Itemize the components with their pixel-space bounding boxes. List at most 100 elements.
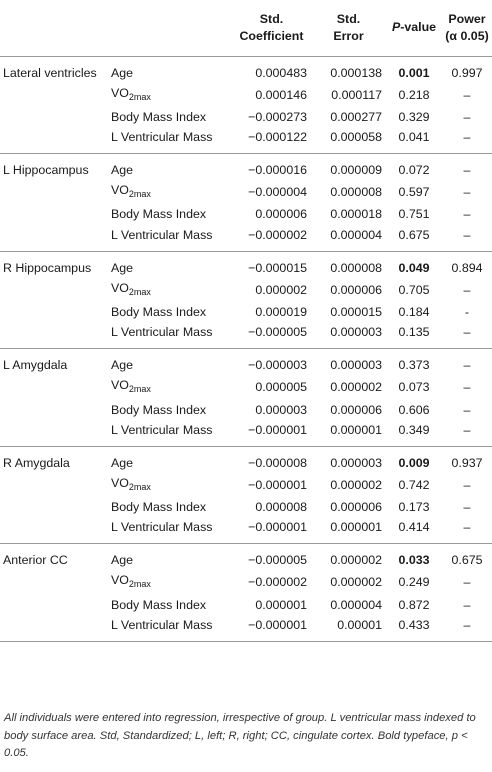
std-error-cell: 0.00001 <box>311 615 386 643</box>
table-row: L Ventricular Mass −0.000122 0.000058 0.041… <box>0 127 492 154</box>
p-value-cell: 0.173 <box>398 500 430 515</box>
power-cell: – <box>463 597 471 612</box>
std-coefficient-cell: −0.000002 <box>248 227 307 242</box>
p-value-cell: 0.433 <box>386 615 442 643</box>
table-row: Body Mass Index 0.000003 0.000006 0.606 – <box>0 399 492 420</box>
table-row: VO2max 0.000005 0.000002 0.073 – <box>0 375 492 399</box>
p-value-cell: 0.705 <box>398 282 430 297</box>
region-name <box>0 375 108 399</box>
variable-name: Body Mass Index <box>111 597 207 612</box>
power-cell: – <box>442 615 492 643</box>
variable-name: Age <box>108 445 232 473</box>
regression-table: Std. Coefficient Std. Error P-value Powe… <box>0 0 492 643</box>
std-error-cell: 0.000277 <box>330 109 382 124</box>
std-coefficient-cell: −0.000122 <box>248 130 307 145</box>
variable-name: L Ventricular Mass <box>111 422 213 437</box>
std-error-cell: 0.000002 <box>330 575 382 590</box>
std-coefficient-cell: −0.000008 <box>232 445 311 473</box>
std-coefficient-cell: 0.000019 <box>255 304 307 319</box>
table-row: VO2max −0.000002 0.000002 0.249 – <box>0 570 492 594</box>
std-coefficient-cell: −0.000002 <box>248 575 307 590</box>
std-coefficient-cell: −0.000016 <box>232 153 311 181</box>
std-error-cell: 0.000138 <box>330 65 382 80</box>
power-cell: 0.894 <box>442 250 492 278</box>
p-value-cell: 0.072 <box>386 153 442 181</box>
region-name: Anterior CC <box>0 543 108 571</box>
p-value-cell: 0.073 <box>398 380 430 395</box>
std-coefficient-cell: −0.000005 <box>248 325 307 340</box>
power-cell: – <box>442 348 492 376</box>
power-cell: – <box>463 325 471 340</box>
region-name: R Hippocampus <box>0 250 108 278</box>
table-row: L Ventricular Mass −0.000001 0.000001 0.349… <box>0 420 492 447</box>
std-coefficient-cell: 0.000146 <box>255 87 307 102</box>
table-header: Std. Coefficient Std. Error P-value Powe… <box>0 0 492 56</box>
power-cell: – <box>463 185 471 200</box>
p-value-cell: 0.373 <box>386 348 442 376</box>
power-cell: – <box>463 130 471 145</box>
vo2-subscript: 2max <box>128 384 151 395</box>
table-row: Anterior CC Age −0.000005 0.000002 0.033 0.67… <box>0 543 492 571</box>
std-error-cell: 0.000004 <box>330 227 382 242</box>
std-error-cell: 0.000001 <box>330 520 382 535</box>
table-row: L Ventricular Mass −0.000001 0.00001 0.433– <box>0 615 492 643</box>
std-error-cell: 0.000003 <box>311 445 386 473</box>
power-cell: – <box>463 109 471 124</box>
variable-name: VO2max <box>108 278 232 302</box>
variable-name: VO2max <box>108 83 232 107</box>
p-value-cell: 0.872 <box>398 597 430 612</box>
vo2-main: VO <box>111 85 129 100</box>
variable-name: L Ventricular Mass <box>111 130 213 145</box>
power-cell: – <box>463 380 471 395</box>
variable-name: Body Mass Index <box>111 500 207 515</box>
vo2-subscript: 2max <box>128 91 151 102</box>
table-row: Body Mass Index 0.000008 0.000006 0.173 – <box>0 497 492 518</box>
region-name: R Amygdala <box>0 445 108 473</box>
std-error-cell: 0.000006 <box>330 500 382 515</box>
header-variable <box>108 0 232 56</box>
std-coefficient-cell: 0.000483 <box>255 65 307 80</box>
table-row: L Ventricular Mass −0.000005 0.000003 0.135… <box>0 322 492 349</box>
header-std-coefficient-line1: Std. <box>259 11 284 26</box>
std-coefficient-cell: −0.000273 <box>248 109 307 124</box>
table-row: L Amygdala Age −0.000003 0.000003 0.373– <box>0 348 492 376</box>
std-coefficient-cell: −0.000001 <box>248 422 307 437</box>
header-std-error: Std. Error <box>311 0 386 56</box>
std-error-cell: 0.000004 <box>330 597 382 612</box>
p-value-cell: 0.349 <box>398 422 430 437</box>
variable-name: L Ventricular Mass <box>111 227 213 242</box>
region-name <box>0 615 108 643</box>
region-name <box>0 517 108 544</box>
header-power-line1: Power <box>448 11 486 26</box>
power-cell: - <box>464 304 470 319</box>
variable-name: Age <box>108 543 232 571</box>
variable-name: VO2max <box>108 180 232 204</box>
variable-name: Body Mass Index <box>111 109 207 124</box>
power-cell: – <box>463 87 471 102</box>
header-std-coefficient-line2: Coefficient <box>239 28 304 43</box>
power-cell: – <box>463 207 471 222</box>
variable-name: Body Mass Index <box>111 402 207 417</box>
table-row: Body Mass Index 0.000019 0.000015 0.184 - <box>0 302 492 323</box>
p-value-cell: 0.001 <box>398 65 430 80</box>
header-power: Power (α 0.05) <box>442 0 492 56</box>
header-row: Std. Coefficient Std. Error P-value Powe… <box>0 0 492 56</box>
std-coefficient-cell: −0.000005 <box>232 543 311 571</box>
region-name <box>0 302 108 323</box>
header-p-italic: P <box>391 20 401 35</box>
std-coefficient-cell: 0.000008 <box>255 500 307 515</box>
table-row: VO2max −0.000004 0.000008 0.597 – <box>0 180 492 204</box>
power-cell: – <box>463 227 471 242</box>
vo2-subscript: 2max <box>128 189 151 200</box>
region-name <box>0 497 108 518</box>
region-name <box>0 594 108 615</box>
region-name: L Amygdala <box>0 348 108 376</box>
power-cell: – <box>463 402 471 417</box>
p-value-cell: 0.742 <box>398 477 430 492</box>
std-coefficient-cell: −0.000001 <box>248 477 307 492</box>
p-value-cell: 0.597 <box>398 185 430 200</box>
region-name <box>0 180 108 204</box>
variable-name: L Ventricular Mass <box>111 325 213 340</box>
power-cell: – <box>463 282 471 297</box>
std-coefficient-cell: −0.000001 <box>232 615 311 643</box>
